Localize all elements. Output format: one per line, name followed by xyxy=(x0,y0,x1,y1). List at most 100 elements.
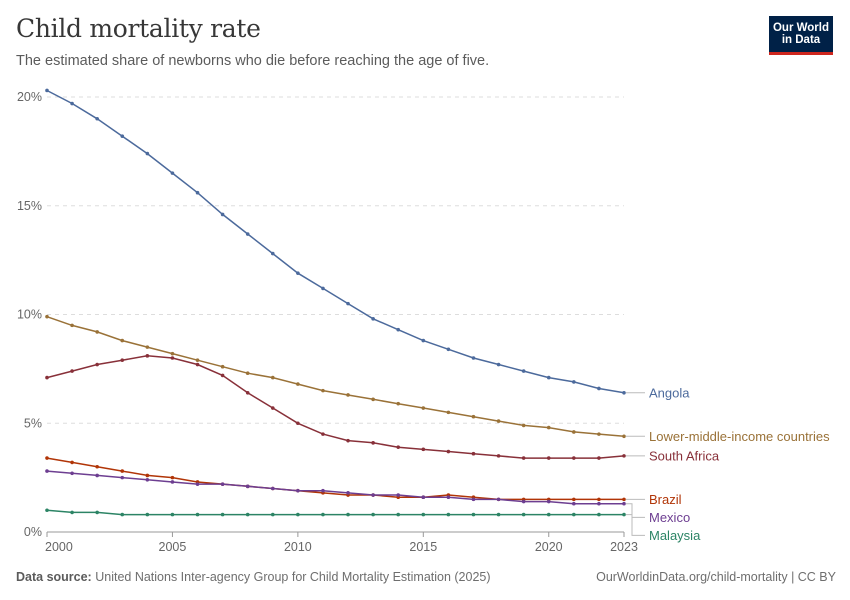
data-point[interactable] xyxy=(421,512,426,517)
data-point[interactable] xyxy=(170,512,175,517)
data-point[interactable] xyxy=(120,512,125,517)
data-point[interactable] xyxy=(471,356,476,360)
data-point[interactable] xyxy=(145,354,150,358)
data-point[interactable] xyxy=(446,449,451,454)
data-point[interactable] xyxy=(521,369,526,373)
data-point[interactable] xyxy=(45,375,49,380)
data-point[interactable] xyxy=(321,388,325,393)
series-line[interactable] xyxy=(46,355,625,459)
data-point[interactable] xyxy=(371,493,375,497)
data-point[interactable] xyxy=(622,512,626,517)
series-label[interactable]: Angola xyxy=(649,385,690,400)
series-label[interactable]: South Africa xyxy=(649,448,720,463)
data-point[interactable] xyxy=(572,430,576,434)
data-point[interactable] xyxy=(95,510,99,515)
data-point[interactable] xyxy=(270,406,275,410)
data-point[interactable] xyxy=(70,471,74,476)
data-point[interactable] xyxy=(521,499,526,504)
data-point[interactable] xyxy=(521,423,526,428)
data-point[interactable] xyxy=(270,512,275,517)
series-line[interactable] xyxy=(46,470,624,505)
data-point[interactable] xyxy=(296,271,300,275)
data-point[interactable] xyxy=(145,345,150,349)
series-label[interactable]: Mexico xyxy=(649,510,690,525)
data-point[interactable] xyxy=(622,497,626,502)
data-point[interactable] xyxy=(45,456,49,460)
series-label[interactable]: Lower-middle-income countries xyxy=(649,429,830,444)
data-point[interactable] xyxy=(321,512,325,517)
data-point[interactable] xyxy=(371,441,375,445)
data-point[interactable] xyxy=(371,317,375,321)
data-point[interactable] xyxy=(421,447,426,452)
data-point[interactable] xyxy=(95,362,99,367)
data-point[interactable] xyxy=(371,512,375,517)
data-point[interactable] xyxy=(622,501,626,506)
data-point[interactable] xyxy=(270,375,275,380)
data-point[interactable] xyxy=(145,512,150,517)
data-point[interactable] xyxy=(170,351,175,356)
data-point[interactable] xyxy=(346,512,350,517)
data-point[interactable] xyxy=(321,488,325,493)
data-point[interactable] xyxy=(396,401,401,406)
series-label[interactable]: Malaysia xyxy=(649,528,701,543)
data-point[interactable] xyxy=(346,301,350,306)
data-point[interactable] xyxy=(245,484,250,489)
data-point[interactable] xyxy=(220,212,225,217)
data-point[interactable] xyxy=(346,491,350,495)
data-point[interactable] xyxy=(195,362,200,367)
data-point[interactable] xyxy=(471,414,476,419)
data-point[interactable] xyxy=(170,171,175,175)
data-point[interactable] xyxy=(296,382,300,386)
data-point[interactable] xyxy=(296,421,300,426)
data-point[interactable] xyxy=(446,495,451,500)
data-point[interactable] xyxy=(120,358,125,362)
data-point[interactable] xyxy=(572,380,576,384)
data-point[interactable] xyxy=(471,512,476,517)
data-point[interactable] xyxy=(396,445,401,449)
data-point[interactable] xyxy=(120,469,125,473)
data-point[interactable] xyxy=(496,454,501,458)
data-point[interactable] xyxy=(622,434,626,439)
data-point[interactable] xyxy=(95,473,99,478)
data-point[interactable] xyxy=(145,473,150,478)
owid-logo[interactable]: Our World in Data xyxy=(769,16,833,55)
data-point[interactable] xyxy=(170,475,175,480)
data-point[interactable] xyxy=(471,497,476,502)
data-point[interactable] xyxy=(220,364,225,369)
data-point[interactable] xyxy=(145,478,150,482)
data-point[interactable] xyxy=(45,469,49,473)
data-point[interactable] xyxy=(496,419,501,423)
data-point[interactable] xyxy=(572,456,576,460)
data-point[interactable] xyxy=(572,497,576,502)
data-point[interactable] xyxy=(446,347,451,352)
data-point[interactable] xyxy=(195,512,200,517)
data-point[interactable] xyxy=(521,456,526,460)
data-point[interactable] xyxy=(346,393,350,397)
series-label[interactable]: Brazil xyxy=(649,492,682,507)
series-line[interactable] xyxy=(46,457,624,501)
data-point[interactable] xyxy=(245,512,250,517)
data-point[interactable] xyxy=(597,501,601,506)
series-line[interactable] xyxy=(46,315,625,438)
data-point[interactable] xyxy=(296,488,300,493)
data-point[interactable] xyxy=(546,512,551,517)
data-point[interactable] xyxy=(45,88,49,93)
data-point[interactable] xyxy=(120,338,125,343)
data-point[interactable] xyxy=(421,406,426,410)
data-point[interactable] xyxy=(321,432,325,436)
data-point[interactable] xyxy=(546,456,551,460)
data-point[interactable] xyxy=(321,286,325,291)
data-point[interactable] xyxy=(245,232,250,236)
data-point[interactable] xyxy=(45,508,49,513)
data-point[interactable] xyxy=(446,410,451,415)
data-point[interactable] xyxy=(70,460,74,465)
data-point[interactable] xyxy=(521,512,526,517)
data-point[interactable] xyxy=(496,512,501,517)
data-point[interactable] xyxy=(70,510,74,515)
data-point[interactable] xyxy=(496,362,501,367)
data-point[interactable] xyxy=(371,397,375,402)
data-point[interactable] xyxy=(270,251,275,256)
data-point[interactable] xyxy=(195,358,200,362)
data-point[interactable] xyxy=(245,391,250,395)
data-point[interactable] xyxy=(346,438,350,443)
